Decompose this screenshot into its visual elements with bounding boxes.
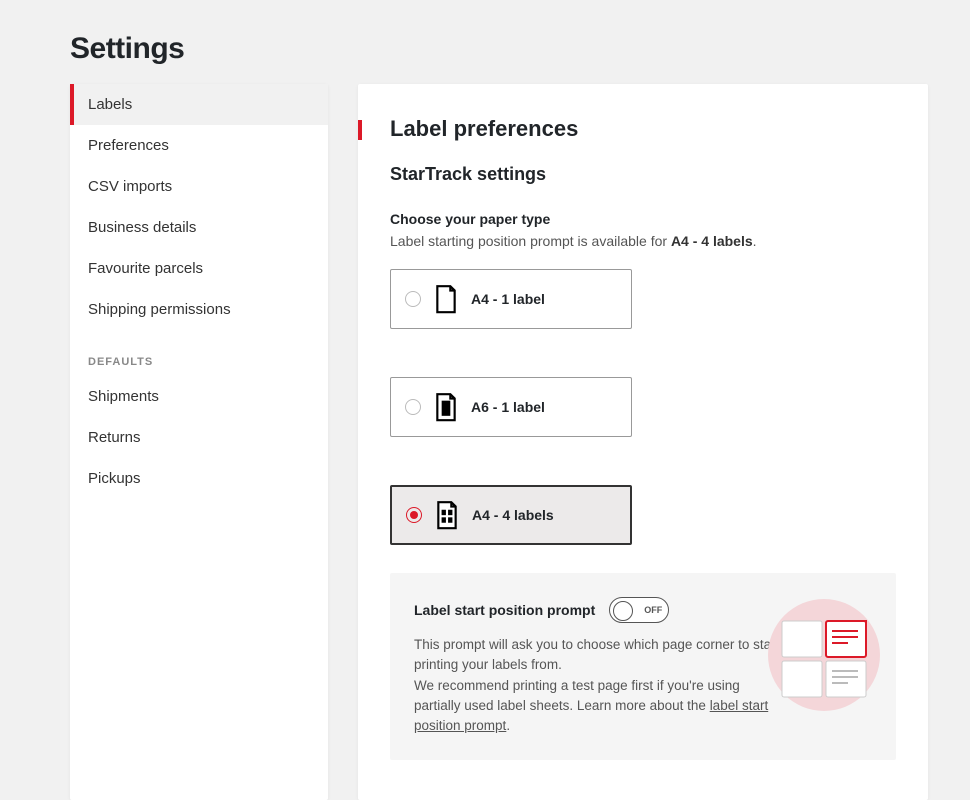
main-heading: Label preferences [390, 116, 896, 142]
radio-icon [406, 507, 422, 523]
main-panel: Label preferences StarTrack settings Cho… [358, 84, 928, 800]
toggle-state-label: OFF [644, 605, 662, 615]
paper-type-help: Label starting position prompt is availa… [390, 233, 896, 249]
sidebar-item-favourite-parcels[interactable]: Favourite parcels [70, 248, 328, 289]
radio-icon [405, 399, 421, 415]
paper-option-label: A4 - 4 labels [472, 507, 554, 523]
paper-option-a4-4[interactable]: A4 - 4 labels [390, 485, 632, 545]
page-icon [433, 284, 459, 314]
sidebar-item-shipments[interactable]: Shipments [70, 376, 328, 417]
prompt-body: This prompt will ask you to choose which… [414, 635, 784, 736]
layout: LabelsPreferencesCSV importsBusiness det… [0, 84, 970, 800]
main-subheading: StarTrack settings [390, 164, 896, 185]
sidebar-item-labels[interactable]: Labels [70, 84, 328, 125]
sidebar: LabelsPreferencesCSV importsBusiness det… [70, 84, 328, 800]
paper-type-label: Choose your paper type [390, 211, 896, 227]
prompt-body-line2: We recommend printing a test page first … [414, 676, 784, 737]
label-grid-illustration [764, 595, 884, 715]
sidebar-section-header: DEFAULTS [70, 330, 328, 376]
prompt-title: Label start position prompt [414, 602, 595, 618]
page-icon [434, 500, 460, 530]
radio-icon [405, 291, 421, 307]
paper-option-label: A6 - 1 label [471, 399, 545, 415]
page-icon [433, 392, 459, 422]
paper-option-label: A4 - 1 label [471, 291, 545, 307]
prompt-panel: Label start position prompt OFF This pro… [390, 573, 896, 760]
sidebar-item-pickups[interactable]: Pickups [70, 458, 328, 499]
paper-option-a6-1[interactable]: A6 - 1 label [390, 377, 632, 437]
prompt-body-line1: This prompt will ask you to choose which… [414, 635, 784, 676]
sidebar-item-csv-imports[interactable]: CSV imports [70, 166, 328, 207]
prompt-toggle[interactable]: OFF [609, 597, 669, 623]
paper-type-options: A4 - 1 label A6 - 1 label A4 - 4 labels [390, 269, 896, 545]
sidebar-item-preferences[interactable]: Preferences [70, 125, 328, 166]
page-title: Settings [0, 0, 970, 84]
paper-option-a4-1[interactable]: A4 - 1 label [390, 269, 632, 329]
sidebar-item-returns[interactable]: Returns [70, 417, 328, 458]
sidebar-item-shipping-permissions[interactable]: Shipping permissions [70, 289, 328, 330]
sidebar-item-business-details[interactable]: Business details [70, 207, 328, 248]
